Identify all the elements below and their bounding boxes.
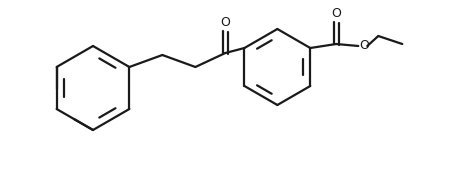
Text: O: O [359, 39, 369, 51]
Text: O: O [331, 7, 341, 20]
Text: O: O [220, 16, 230, 29]
